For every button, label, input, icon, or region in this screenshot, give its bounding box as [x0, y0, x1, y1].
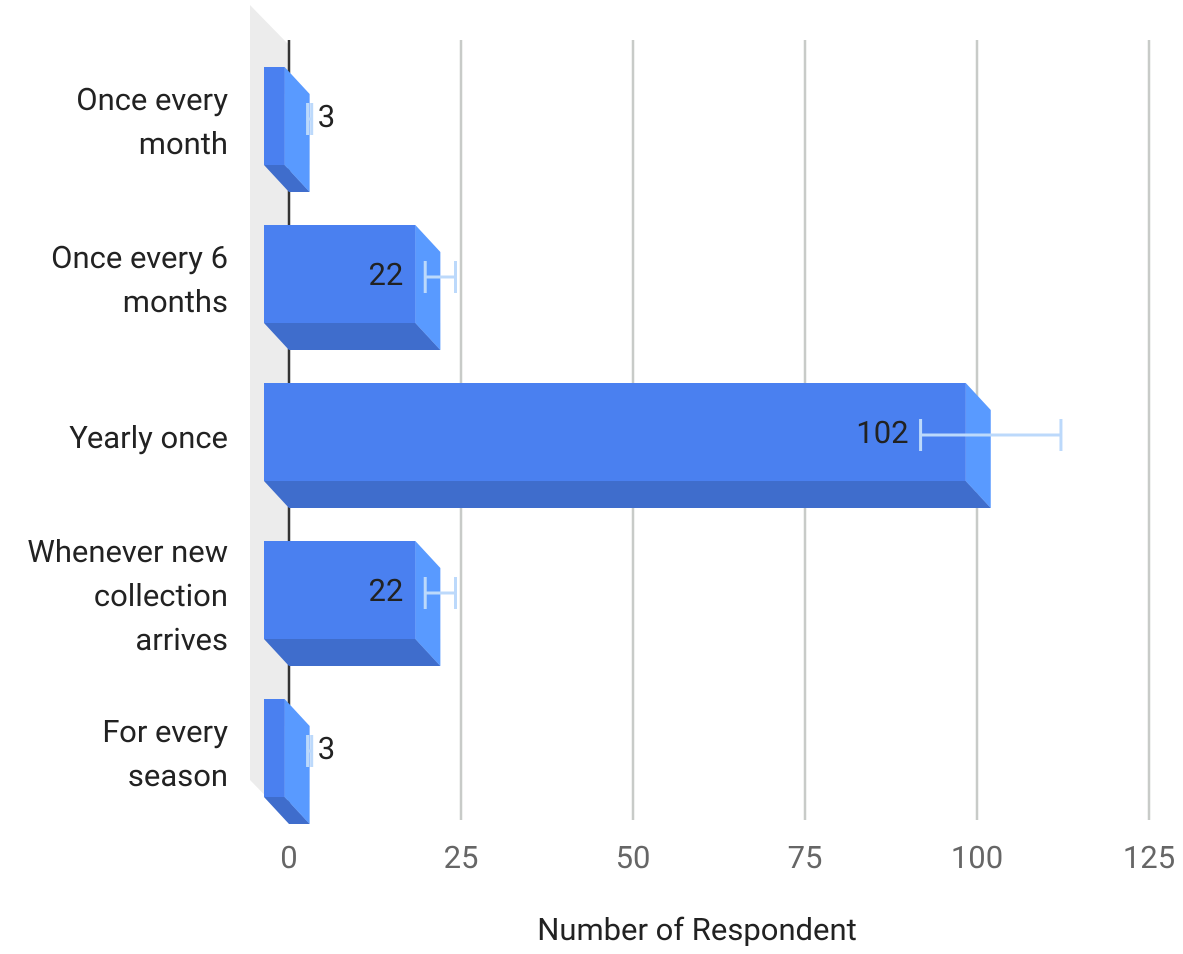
bar: [264, 541, 441, 666]
bar-side: [415, 225, 441, 350]
bar-front: [264, 383, 966, 481]
bar-side: [284, 699, 310, 824]
y-tick-label: Yearly once: [69, 419, 228, 456]
bar-bottom: [264, 165, 310, 192]
bar: [264, 67, 310, 192]
x-tick-label: 50: [616, 839, 651, 876]
bar-front: [264, 699, 285, 797]
bar: [264, 699, 310, 824]
x-tick-label: 125: [1123, 839, 1175, 876]
value-label: 22: [369, 256, 404, 293]
value-label: 22: [369, 572, 404, 609]
x-axis-label: Number of Respondent: [537, 911, 857, 948]
y-tick-label: Once every month: [76, 81, 228, 162]
x-tick-label: 75: [788, 839, 823, 876]
bar-front: [264, 541, 416, 639]
bar-bottom: [264, 797, 310, 824]
x-tick-label: 100: [951, 839, 1003, 876]
bar-front: [264, 67, 285, 165]
bar: [264, 225, 441, 350]
bar-side: [284, 67, 310, 192]
y-tick-label: For every season: [102, 713, 228, 794]
value-label: 3: [318, 730, 335, 767]
value-label: 102: [856, 414, 908, 451]
bar: [264, 383, 991, 508]
y-tick-label: Whenever new collection arrives: [27, 533, 228, 658]
y-tick-label: Once every 6 months: [51, 239, 228, 320]
bar-side: [415, 541, 441, 666]
bar-bottom: [264, 481, 991, 508]
value-label: 3: [318, 98, 335, 135]
x-tick-label: 0: [280, 839, 297, 876]
bar-front: [264, 225, 416, 323]
x-tick-label: 25: [444, 839, 479, 876]
bar-bottom: [264, 639, 441, 666]
bar-side: [965, 383, 991, 508]
bar-bottom: [264, 323, 441, 350]
